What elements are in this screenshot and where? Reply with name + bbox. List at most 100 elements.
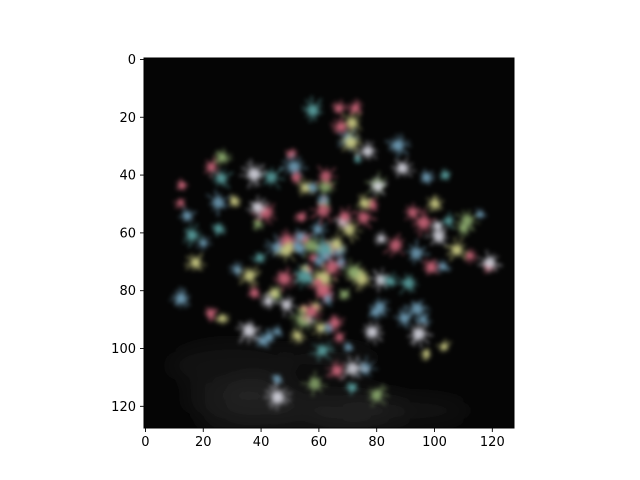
- firework-spark: [312, 255, 325, 268]
- y-tick-label: 80: [119, 284, 136, 299]
- firework-spark: [282, 240, 295, 254]
- x-tick-label: 80: [368, 435, 385, 450]
- firework-spark: [184, 253, 207, 272]
- firework-spark: [289, 327, 307, 345]
- firework-spark: [477, 249, 503, 273]
- y-tick-label: 40: [119, 169, 136, 184]
- firework-spark: [380, 271, 401, 290]
- y-tick-label: 0: [128, 53, 136, 68]
- firework-spark: [293, 262, 314, 290]
- firework-spark: [213, 148, 233, 167]
- firework-spark: [426, 194, 445, 213]
- x-tick-label: 20: [195, 435, 212, 450]
- firework-spark: [340, 128, 363, 155]
- firework-spark: [383, 233, 405, 258]
- firework-spark: [274, 295, 298, 318]
- firework-spark: [229, 193, 241, 208]
- firework-spark: [422, 257, 441, 276]
- firework-spark: [355, 140, 378, 161]
- firework-spark: [435, 339, 452, 353]
- firework-spark: [183, 223, 204, 248]
- firework-spark: [315, 165, 338, 188]
- firework-spark: [463, 248, 479, 265]
- firework-spark: [206, 190, 232, 217]
- firework-spark: [403, 202, 426, 222]
- firework-spark: [330, 116, 352, 137]
- firework-spark: [309, 340, 335, 362]
- firework-spark: [333, 205, 356, 228]
- firework-spark: [399, 273, 419, 295]
- firework-spark: [313, 277, 324, 288]
- firework-spark: [237, 266, 262, 288]
- firework-spark: [403, 299, 431, 322]
- firework-spark: [354, 209, 377, 229]
- firework-spark: [419, 347, 432, 362]
- firework-spark: [293, 210, 308, 224]
- firework-spark: [173, 197, 186, 210]
- firework-spark: [309, 219, 329, 240]
- firework-spark: [440, 211, 455, 230]
- firework-spark: [369, 176, 388, 196]
- firework-spark: [325, 232, 347, 254]
- firework-spark: [405, 239, 431, 265]
- firework-spark: [337, 218, 363, 244]
- firework-spark: [355, 193, 373, 211]
- y-axis: 0 20 40 60 80 100 120: [111, 53, 144, 415]
- firework-spark: [392, 306, 415, 330]
- y-tick-label: 20: [119, 111, 136, 126]
- firework-spark: [368, 297, 391, 318]
- firework-spark: [299, 300, 324, 324]
- firework-spark: [366, 384, 390, 407]
- firework-spark: [235, 319, 262, 344]
- firework-spark: [169, 286, 191, 309]
- firework-spark: [474, 208, 487, 220]
- firework-spark: [277, 228, 298, 252]
- axes-frame: [143, 57, 515, 429]
- firework-spark: [211, 222, 227, 237]
- firework-spark: [309, 194, 333, 226]
- firework-spark: [272, 265, 298, 293]
- firework-spark: [296, 177, 317, 197]
- firework-spark: [342, 258, 368, 285]
- firework-spark: [263, 382, 293, 411]
- firework-spark: [332, 331, 346, 344]
- firework-spark: [260, 328, 278, 345]
- firework-spark: [342, 341, 354, 353]
- firework-spark: [178, 205, 197, 223]
- firework-spark: [319, 252, 347, 281]
- firework-spark: [453, 221, 473, 239]
- firework-spark: [407, 323, 434, 349]
- firework-spark: [245, 195, 269, 219]
- x-tick-label: 0: [141, 435, 149, 450]
- x-tick-label: 120: [480, 435, 505, 450]
- firework-spark: [439, 168, 452, 182]
- y-tick-label: 60: [119, 226, 136, 241]
- y-tick-label: 120: [111, 400, 136, 415]
- firework-spark: [432, 220, 444, 232]
- smoke-puff: [342, 395, 471, 426]
- firework-spark: [204, 306, 219, 323]
- firework-spark: [252, 218, 265, 232]
- firework-spark: [344, 381, 360, 396]
- firework-spark: [374, 230, 389, 246]
- firework-spark: [239, 159, 267, 189]
- firework-spark: [419, 168, 436, 185]
- firework-spark: [423, 224, 449, 246]
- firework-spark: [362, 321, 384, 346]
- firework-spark: [435, 259, 452, 274]
- firework-spark: [391, 157, 417, 178]
- x-tick-label: 60: [311, 435, 328, 450]
- firework-spark: [260, 167, 286, 190]
- firework-spark: [249, 251, 269, 265]
- firework-spark: [290, 169, 303, 185]
- x-tick-label: 100: [422, 435, 447, 450]
- firework-spark: [324, 314, 346, 334]
- firework-spark: [215, 312, 230, 326]
- fireworks-burst: [169, 96, 503, 411]
- firework-spark: [301, 96, 324, 123]
- x-tick-label: 40: [253, 435, 270, 450]
- firework-spark: [411, 207, 437, 238]
- firework-spark: [331, 99, 348, 116]
- firework-spark: [300, 370, 328, 397]
- firework-spark: [260, 292, 276, 310]
